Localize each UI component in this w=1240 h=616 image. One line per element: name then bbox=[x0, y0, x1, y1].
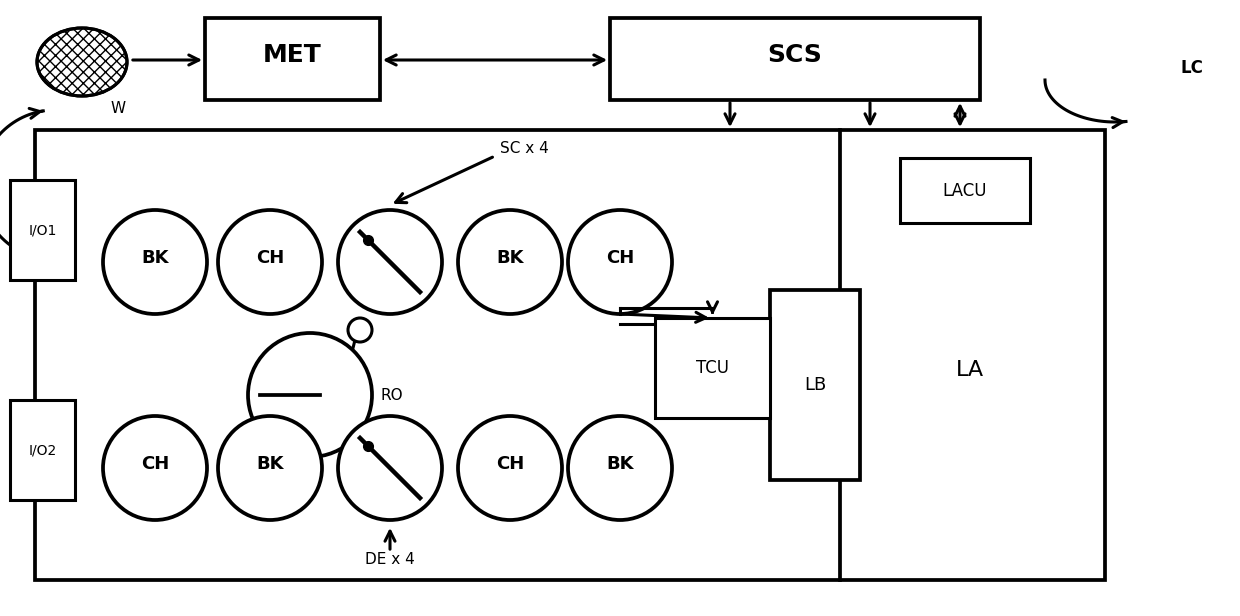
Text: W: W bbox=[110, 100, 125, 116]
Text: BK: BK bbox=[141, 249, 169, 267]
FancyBboxPatch shape bbox=[10, 400, 74, 500]
Text: BK: BK bbox=[257, 455, 284, 473]
FancyBboxPatch shape bbox=[900, 158, 1030, 223]
Text: LB: LB bbox=[804, 376, 826, 394]
Text: SC x 4: SC x 4 bbox=[500, 140, 549, 155]
Ellipse shape bbox=[37, 28, 126, 96]
Circle shape bbox=[458, 210, 562, 314]
Text: BK: BK bbox=[496, 249, 523, 267]
Circle shape bbox=[103, 416, 207, 520]
Circle shape bbox=[458, 416, 562, 520]
Circle shape bbox=[568, 416, 672, 520]
Text: SCS: SCS bbox=[768, 43, 822, 67]
Circle shape bbox=[218, 416, 322, 520]
Text: CH: CH bbox=[255, 249, 284, 267]
FancyBboxPatch shape bbox=[35, 130, 1105, 580]
Text: CH: CH bbox=[606, 249, 634, 267]
FancyBboxPatch shape bbox=[655, 318, 770, 418]
Circle shape bbox=[339, 416, 441, 520]
Text: I/O2: I/O2 bbox=[29, 443, 57, 457]
Text: LACU: LACU bbox=[942, 182, 987, 200]
Text: LC: LC bbox=[1180, 59, 1203, 77]
FancyBboxPatch shape bbox=[610, 18, 980, 100]
Circle shape bbox=[218, 210, 322, 314]
Circle shape bbox=[103, 210, 207, 314]
Text: RO: RO bbox=[379, 387, 403, 402]
Circle shape bbox=[339, 210, 441, 314]
Circle shape bbox=[248, 333, 372, 457]
FancyBboxPatch shape bbox=[10, 180, 74, 280]
Text: LA: LA bbox=[956, 360, 985, 380]
Text: I/O1: I/O1 bbox=[29, 223, 57, 237]
Text: CH: CH bbox=[496, 455, 525, 473]
FancyBboxPatch shape bbox=[205, 18, 379, 100]
Text: CH: CH bbox=[141, 455, 169, 473]
FancyBboxPatch shape bbox=[770, 290, 861, 480]
Text: BK: BK bbox=[606, 455, 634, 473]
Text: TCU: TCU bbox=[696, 359, 729, 377]
Text: MET: MET bbox=[263, 43, 322, 67]
Circle shape bbox=[568, 210, 672, 314]
Circle shape bbox=[348, 318, 372, 342]
Text: DE x 4: DE x 4 bbox=[365, 553, 415, 567]
